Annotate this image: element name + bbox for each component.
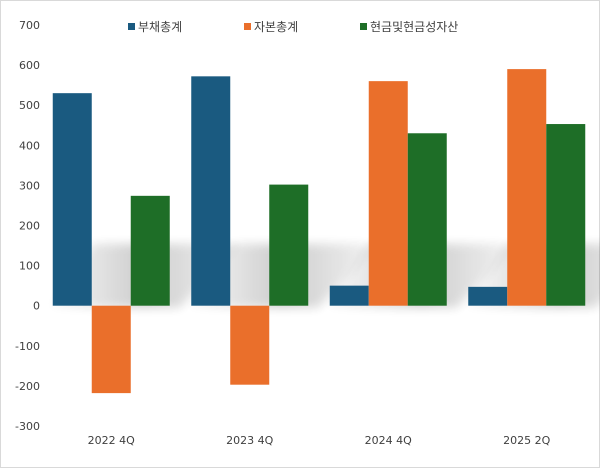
y-axis: 700 600 500 400 300 200 100 0 -100 -200 -300 <box>15 19 40 433</box>
x-tick-label: 2022 4Q <box>88 434 135 447</box>
y-tick-label: -100 <box>15 340 40 353</box>
bars <box>52 69 586 394</box>
y-tick-label: 400 <box>19 139 40 152</box>
x-tick-label: 2024 4Q <box>365 434 412 447</box>
legend-label: 현금및현금성자산 <box>370 20 458 34</box>
legend: 부채총계 자본총계 현금및현금성자산 <box>128 20 458 34</box>
bar-3-4 <box>546 124 586 306</box>
bar-1-4 <box>468 286 508 306</box>
bar-2-3 <box>368 81 408 306</box>
bar-2-4 <box>507 69 547 306</box>
y-tick-label: 100 <box>19 260 40 273</box>
bar-3-2 <box>269 184 309 306</box>
legend-swatch <box>128 23 135 30</box>
x-axis: 2022 4Q 2023 4Q 2024 4Q 2025 2Q <box>88 434 551 447</box>
legend-swatch <box>244 23 251 30</box>
bar-3-3 <box>407 133 447 306</box>
y-tick-label: 300 <box>19 179 40 192</box>
x-tick-label: 2023 4Q <box>226 434 273 447</box>
bar-1-1 <box>52 93 92 306</box>
y-tick-label: 700 <box>19 19 40 32</box>
bar-2-2 <box>230 305 270 385</box>
y-tick-label: 0 <box>33 300 40 313</box>
bar-1-3 <box>329 285 369 306</box>
x-tick-label: 2025 2Q <box>503 434 550 447</box>
bar-3-1 <box>130 195 170 306</box>
y-tick-label: 200 <box>19 220 40 233</box>
bar-1-2 <box>191 76 231 306</box>
legend-label: 부채총계 <box>138 20 182 34</box>
y-tick-label: -200 <box>15 380 40 393</box>
legend-label: 자본총계 <box>254 20 298 34</box>
bar-2-1 <box>91 305 131 394</box>
y-tick-label: -300 <box>15 420 40 433</box>
y-tick-label: 500 <box>19 99 40 112</box>
legend-swatch <box>360 23 367 30</box>
y-tick-label: 600 <box>19 59 40 72</box>
